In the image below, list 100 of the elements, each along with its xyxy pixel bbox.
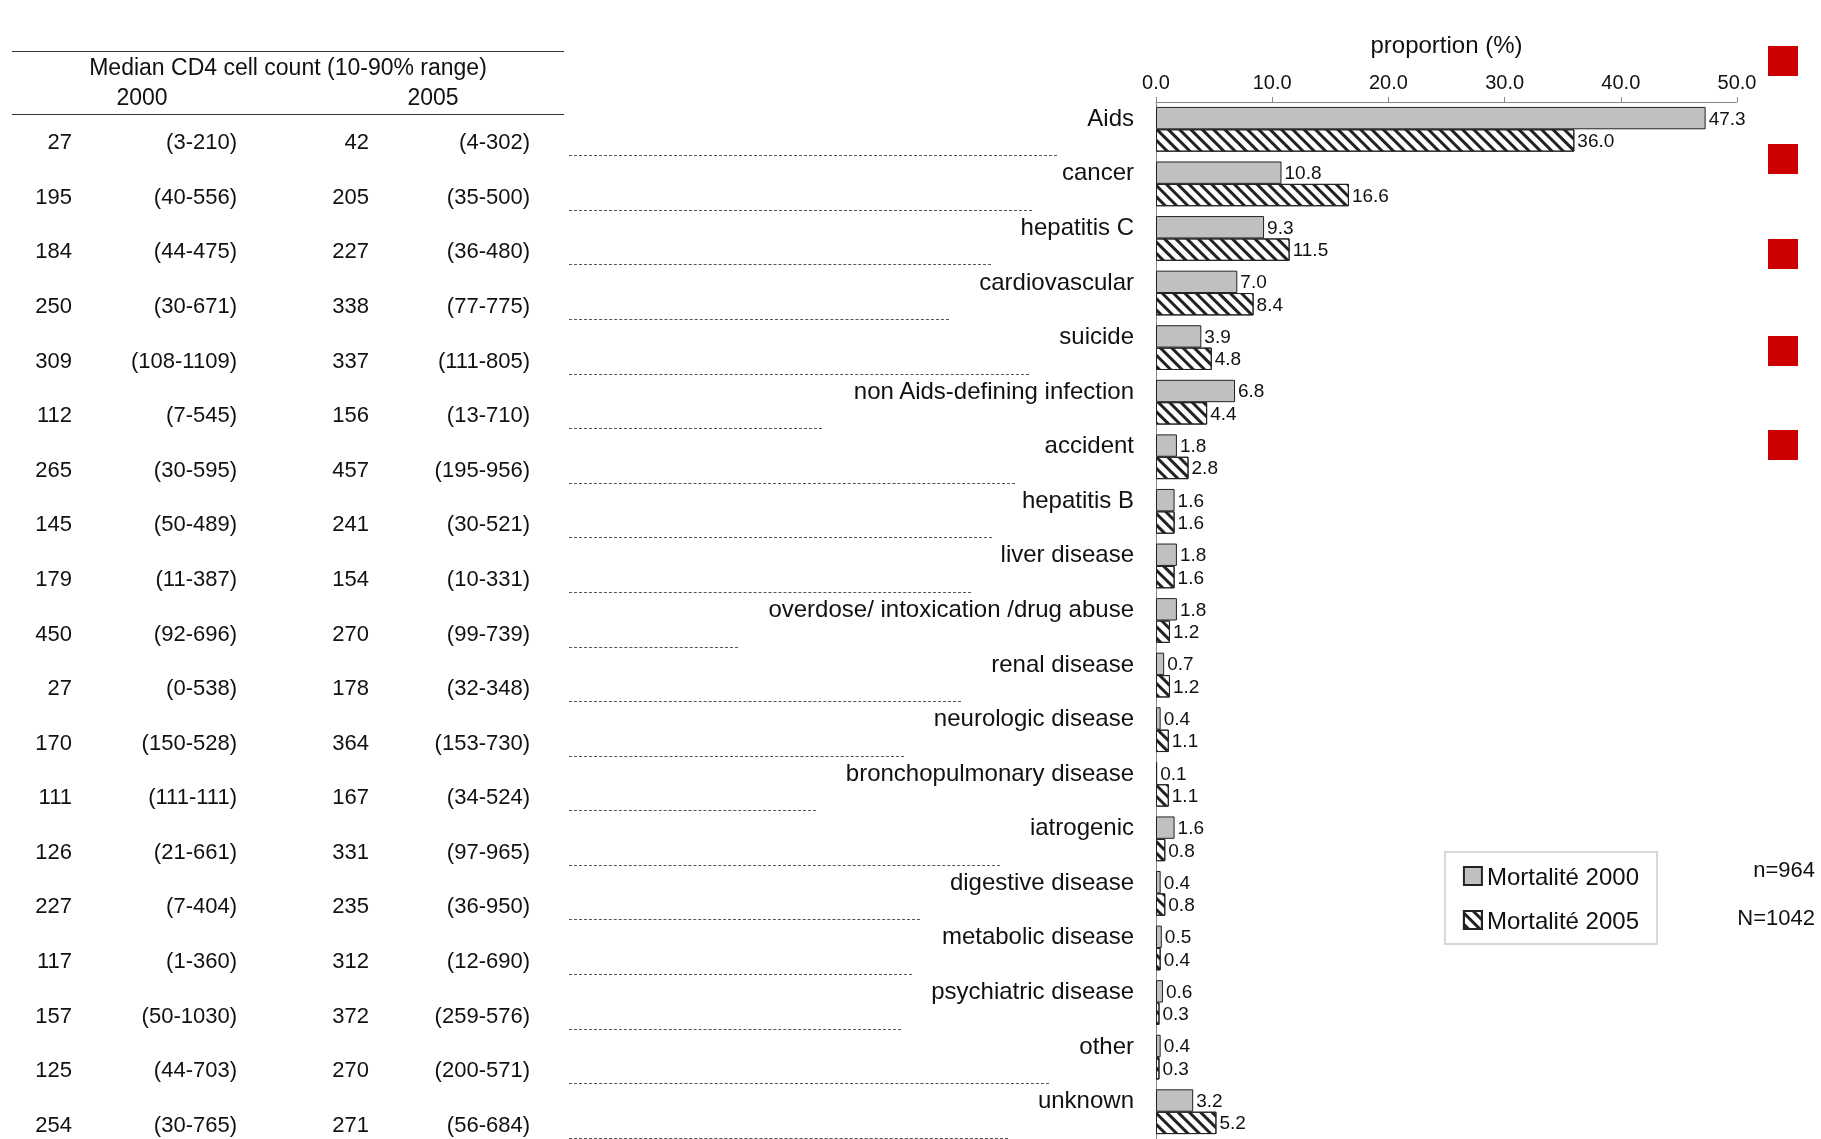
x-tick-label: 0.0: [1142, 71, 1170, 93]
text: (153-730): [434, 729, 530, 755]
data-label: 1.6: [1177, 817, 1205, 839]
text: (50-489): [153, 511, 237, 537]
text: (13-710): [446, 402, 530, 428]
y-tick-label: cancer: [1061, 158, 1134, 186]
text: (10-331): [446, 565, 530, 591]
data-label: 9.3: [1267, 216, 1294, 238]
y-tick-label: Aids: [1087, 103, 1134, 131]
x-tick-label: 50.0: [1717, 71, 1757, 93]
text: (3-210): [166, 129, 237, 155]
text: 117: [36, 947, 72, 973]
text: 112: [36, 402, 72, 428]
text: (111-805): [437, 347, 530, 373]
data-label: 36.0: [1577, 129, 1615, 151]
text: 364: [332, 729, 369, 755]
y-tick-label: hepatitis B: [1021, 485, 1134, 513]
text: 450: [35, 620, 72, 646]
text: (99-739): [446, 620, 530, 646]
data-label: 8.4: [1256, 293, 1284, 315]
data-label: 0.1: [1160, 762, 1187, 784]
text: 195: [35, 183, 72, 209]
data-label: 47.3: [1708, 107, 1746, 129]
data-label: 0.6: [1165, 980, 1193, 1002]
category-label: 2000: [116, 84, 168, 110]
text: 145: [35, 511, 72, 537]
text: 227: [35, 893, 72, 919]
data-label: 11.5: [1292, 239, 1329, 261]
text: 42: [344, 129, 369, 155]
y-tick-label: renal disease: [991, 649, 1134, 677]
text: 125: [35, 1057, 72, 1083]
text: (4-302): [459, 129, 530, 155]
text: (108-1109): [131, 347, 237, 373]
text: (1-360): [166, 947, 237, 973]
data-label: 0.4: [1163, 948, 1191, 970]
data-label: 1.2: [1172, 621, 1200, 643]
data-label: 3.2: [1196, 1090, 1223, 1112]
text: 250: [35, 293, 72, 319]
text: 372: [332, 1002, 369, 1028]
x-axis-title: proportion (%): [1370, 30, 1523, 58]
data-label: 0.4: [1163, 871, 1191, 893]
text: 167: [332, 784, 369, 810]
x-tick-label: 10.0: [1252, 71, 1292, 93]
text: (44-703): [153, 1057, 237, 1083]
text: (200-571): [434, 1057, 530, 1083]
text: (35-500): [446, 183, 530, 209]
text: (77-775): [446, 293, 530, 319]
y-tick-label: other: [1079, 1031, 1135, 1059]
data-label: 16.6: [1351, 184, 1389, 206]
data-label: 1.6: [1177, 512, 1205, 534]
y-tick-label: iatrogenic: [1029, 813, 1134, 841]
text: 27: [47, 129, 72, 155]
data-label: 2.8: [1191, 457, 1218, 479]
text: n=964: [1753, 856, 1816, 882]
text: 126: [35, 838, 72, 864]
data-label: 5.2: [1219, 1112, 1246, 1134]
text: Median CD4 cell count (10-90% range): [89, 54, 487, 80]
y-tick-label: psychiatric disease: [931, 977, 1134, 1005]
data-label: 4.4: [1210, 402, 1237, 424]
text: (195-956): [434, 456, 530, 482]
text: (259-576): [434, 1002, 530, 1028]
text: (50-1030): [141, 1002, 237, 1028]
data-label: 10.8: [1284, 162, 1322, 184]
text: 457: [332, 456, 369, 482]
text: 271: [332, 1111, 369, 1137]
text: 27: [47, 675, 72, 701]
text: 254: [35, 1111, 72, 1137]
y-tick-label: accident: [1044, 431, 1135, 459]
text: 154: [332, 565, 369, 591]
data-label: 0.3: [1162, 1003, 1189, 1025]
y-tick-label: hepatitis C: [1020, 212, 1134, 240]
text: (40-556): [153, 183, 237, 209]
text: 157: [35, 1002, 72, 1028]
data-label: 0.3: [1162, 1057, 1189, 1079]
data-label: 7.0: [1240, 271, 1267, 293]
data-label: 1.1: [1171, 730, 1199, 752]
data-label: 6.8: [1238, 380, 1265, 402]
data-label: 1.8: [1179, 598, 1207, 620]
text: 270: [332, 620, 369, 646]
text: 270: [332, 1057, 369, 1083]
category-label: 2005: [407, 84, 459, 110]
data-label: 1.6: [1177, 489, 1205, 511]
text: (150-528): [141, 729, 237, 755]
text: (7-545): [166, 402, 237, 428]
text: (30-595): [153, 456, 237, 482]
text: 235: [332, 893, 369, 919]
legend-label: Mortalité 2005: [1486, 906, 1640, 934]
text: 205: [332, 183, 369, 209]
y-tick-label: neurologic disease: [933, 704, 1134, 732]
text: (30-521): [446, 511, 530, 537]
x-tick-label: 40.0: [1601, 71, 1641, 93]
text: 331: [332, 838, 369, 864]
data-label: 3.9: [1204, 325, 1231, 347]
text: (92-696): [153, 620, 237, 646]
y-tick-label: metabolic disease: [941, 922, 1134, 950]
text: 338: [332, 293, 369, 319]
data-label: 0.4: [1163, 707, 1191, 729]
text: 178: [332, 675, 369, 701]
text: 227: [332, 238, 369, 264]
text: 312: [332, 947, 369, 973]
